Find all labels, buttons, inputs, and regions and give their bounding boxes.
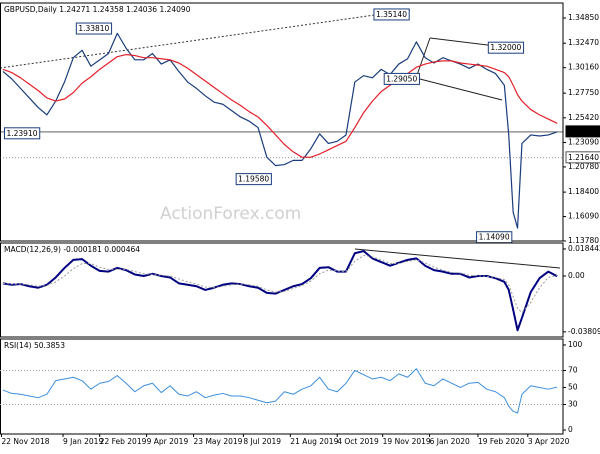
label-box xyxy=(487,41,525,54)
macd-trend-line xyxy=(354,248,561,269)
annotation-label: 1.14090 xyxy=(479,233,510,242)
series-line xyxy=(2,53,558,158)
y-tick-label: 1.23090 xyxy=(568,137,599,146)
y-tick-label: 1.27750 xyxy=(568,88,599,97)
annotation-label: 1.19580 xyxy=(238,175,269,184)
y-tick-label: 1.34850 xyxy=(568,13,599,22)
watermark: ActionForex.com xyxy=(160,204,301,224)
label-box xyxy=(565,151,600,164)
y-tick-label: 0 xyxy=(568,425,573,434)
y-tick-label: 0.018442 xyxy=(568,244,600,253)
panel-frame xyxy=(0,2,564,242)
label-box xyxy=(565,125,600,138)
x-tick-label: 22 Feb 2019 xyxy=(100,437,147,446)
annotation-label: 1.23910 xyxy=(6,129,37,138)
x-tick-label: 9 Jan 2019 xyxy=(63,437,103,446)
channel-line xyxy=(415,77,503,101)
panel-frame xyxy=(0,242,564,338)
y-tick-label: 50 xyxy=(568,382,578,391)
panel-title: MACD(12,26,9) -0.000181 0.000464 xyxy=(4,245,140,254)
annotation-label: 1.32000 xyxy=(490,43,521,52)
panel-frame xyxy=(0,338,564,435)
panel-title: GBPUSD,Daily 1.24271 1.24358 1.24036 1.2… xyxy=(4,5,191,14)
y-tick-label: 1.16090 xyxy=(568,212,599,221)
x-tick-label: 6 Jan 2020 xyxy=(430,437,470,446)
series-line xyxy=(2,254,558,314)
y-tick-label: 1.20780 xyxy=(568,162,599,171)
x-tick-label: 19 Nov 2019 xyxy=(383,437,431,446)
y-tick-label: 30 xyxy=(568,399,578,408)
label-box xyxy=(3,127,41,140)
y-tick-label: 1.13780 xyxy=(568,236,599,245)
label-box xyxy=(383,72,420,85)
y-tick-label: 1.32470 xyxy=(568,38,599,47)
series-line xyxy=(2,368,558,414)
y-tick-label: 70 xyxy=(568,365,578,374)
channel-line xyxy=(415,37,431,79)
x-tick-label: 22 Nov 2018 xyxy=(1,437,49,446)
annotation-label: 1.35140 xyxy=(376,10,407,19)
y-tick-label: 1.18400 xyxy=(568,187,599,196)
y-tick-label: 0.00 xyxy=(568,271,585,280)
annotation-label: 1.29050 xyxy=(386,74,417,83)
x-tick-label: 4 Oct 2019 xyxy=(337,437,379,446)
price-level-label: 1.24090 xyxy=(568,127,599,136)
label-box xyxy=(75,22,113,35)
x-tick-label: 21 Aug 2019 xyxy=(290,437,338,446)
x-tick-label: 19 Feb 2020 xyxy=(478,437,525,446)
panel-title: RSI(14) 50.3853 xyxy=(4,341,65,350)
x-tick-label: 9 Apr 2019 xyxy=(147,437,189,446)
label-box xyxy=(373,8,410,21)
y-tick-label: 1.25420 xyxy=(568,113,599,122)
label-box xyxy=(235,173,272,186)
y-tick-label: -0.038095 xyxy=(568,327,600,336)
x-tick-label: 3 Apr 2020 xyxy=(528,437,570,446)
annotation-label: 1.33810 xyxy=(78,24,109,33)
y-tick-label: 100 xyxy=(568,340,583,349)
y-tick-label: 1.30160 xyxy=(568,63,599,72)
x-tick-label: 23 May 2019 xyxy=(194,437,243,446)
x-tick-label: 8 Jul 2019 xyxy=(243,437,281,446)
trend-line xyxy=(0,9,411,69)
price-level-label: 1.21640 xyxy=(568,153,599,162)
